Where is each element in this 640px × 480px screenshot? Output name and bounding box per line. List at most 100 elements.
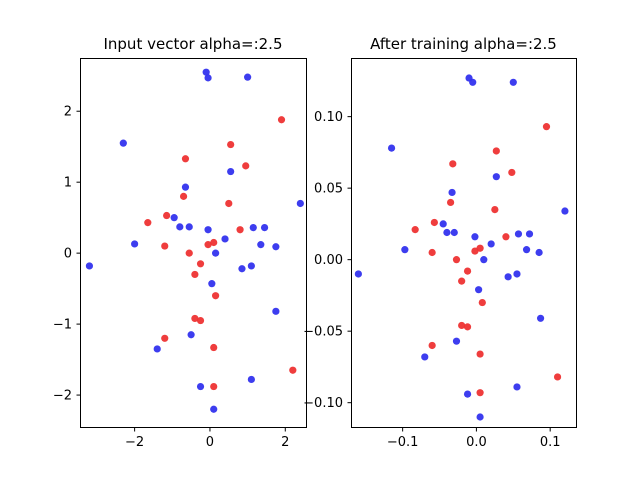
data-point	[504, 273, 512, 281]
data-point	[449, 160, 457, 168]
data-point	[502, 233, 510, 241]
data-point	[202, 68, 210, 76]
data-point	[179, 192, 188, 200]
data-point	[478, 298, 486, 307]
data-point	[196, 316, 205, 325]
y-tick-label: 0.10	[314, 110, 343, 125]
data-point	[247, 375, 255, 384]
data-point	[210, 343, 218, 352]
data-point	[227, 167, 235, 176]
data-point	[535, 248, 543, 257]
data-point	[450, 228, 458, 237]
data-point	[561, 207, 569, 215]
data-point	[191, 270, 199, 279]
data-point	[487, 240, 495, 248]
data-point	[119, 139, 127, 147]
data-point	[249, 224, 257, 232]
series-blue-after-training	[354, 74, 569, 421]
chart-title-after-training: After training alpha=:2.5	[370, 35, 557, 53]
data-point	[277, 116, 286, 124]
data-point	[458, 321, 466, 330]
x-tick-label: 2	[281, 435, 289, 450]
data-point	[514, 230, 523, 238]
data-point	[163, 211, 171, 220]
y-tick-label: 2	[64, 105, 72, 120]
data-point	[85, 262, 94, 270]
series-red-input	[144, 116, 297, 391]
data-point	[296, 199, 304, 208]
data-point	[469, 78, 477, 86]
data-point	[212, 249, 220, 257]
y-tick-label: 0	[64, 247, 72, 262]
data-point	[476, 413, 484, 421]
data-point	[452, 337, 461, 345]
data-point	[289, 366, 297, 374]
series-red-after-training	[411, 123, 562, 397]
data-point	[421, 353, 429, 361]
data-point	[471, 247, 479, 255]
data-point	[181, 183, 190, 191]
data-point	[443, 228, 451, 237]
data-point	[428, 341, 436, 350]
data-point	[463, 323, 472, 331]
data-point	[181, 155, 190, 163]
data-point	[492, 147, 500, 155]
data-point	[185, 249, 193, 257]
data-point	[272, 307, 280, 315]
chart-title-input: Input vector alpha=:2.5	[103, 35, 282, 53]
data-point	[242, 162, 250, 170]
y-tick-label: −1	[53, 318, 72, 333]
data-point	[508, 168, 516, 177]
data-point	[387, 144, 396, 152]
data-point	[244, 73, 252, 81]
data-point	[153, 345, 161, 353]
data-point	[204, 241, 212, 249]
data-point	[553, 373, 562, 381]
data-point	[354, 270, 362, 278]
x-tick-label: 0.1	[540, 435, 561, 450]
data-point	[513, 270, 521, 278]
data-point	[212, 292, 220, 300]
data-point	[448, 188, 456, 197]
data-point	[260, 224, 269, 232]
data-point	[430, 218, 438, 227]
data-point	[463, 267, 472, 275]
y-tick-label: 1	[64, 176, 72, 191]
data-point	[525, 230, 534, 238]
data-point	[476, 389, 484, 397]
data-point	[196, 382, 205, 391]
scatter-panel-after-training: After training alpha=:2.5 −0.1 0.0 0.1 −0.1…	[303, 35, 577, 450]
data-point	[247, 262, 255, 270]
data-point	[509, 78, 517, 86]
data-point	[439, 220, 447, 228]
data-point	[475, 286, 483, 294]
data-point	[161, 242, 169, 250]
series-blue-input	[85, 68, 304, 413]
data-point	[236, 226, 244, 234]
data-point	[204, 226, 212, 234]
y-tick-label: −0.05	[303, 325, 343, 340]
x-tick-label: 0	[206, 435, 214, 450]
data-point	[238, 265, 246, 273]
data-point	[185, 223, 193, 231]
data-point	[428, 248, 436, 257]
data-point	[536, 314, 545, 322]
data-point	[458, 277, 466, 285]
data-point	[187, 331, 195, 339]
data-point	[463, 390, 472, 398]
plot-frame	[80, 58, 307, 428]
y-tick-label: 0.05	[314, 182, 343, 197]
data-point	[452, 256, 461, 264]
data-point	[144, 219, 152, 227]
y-tick-label: −2	[53, 389, 72, 404]
data-point	[401, 246, 409, 254]
data-point	[161, 334, 169, 342]
data-point	[210, 238, 218, 247]
data-point	[522, 246, 531, 254]
data-point	[513, 383, 521, 391]
data-point	[191, 314, 199, 323]
x-tick-label: −2	[125, 435, 144, 450]
data-point	[210, 382, 218, 391]
data-point	[492, 173, 500, 181]
data-point	[210, 405, 218, 413]
